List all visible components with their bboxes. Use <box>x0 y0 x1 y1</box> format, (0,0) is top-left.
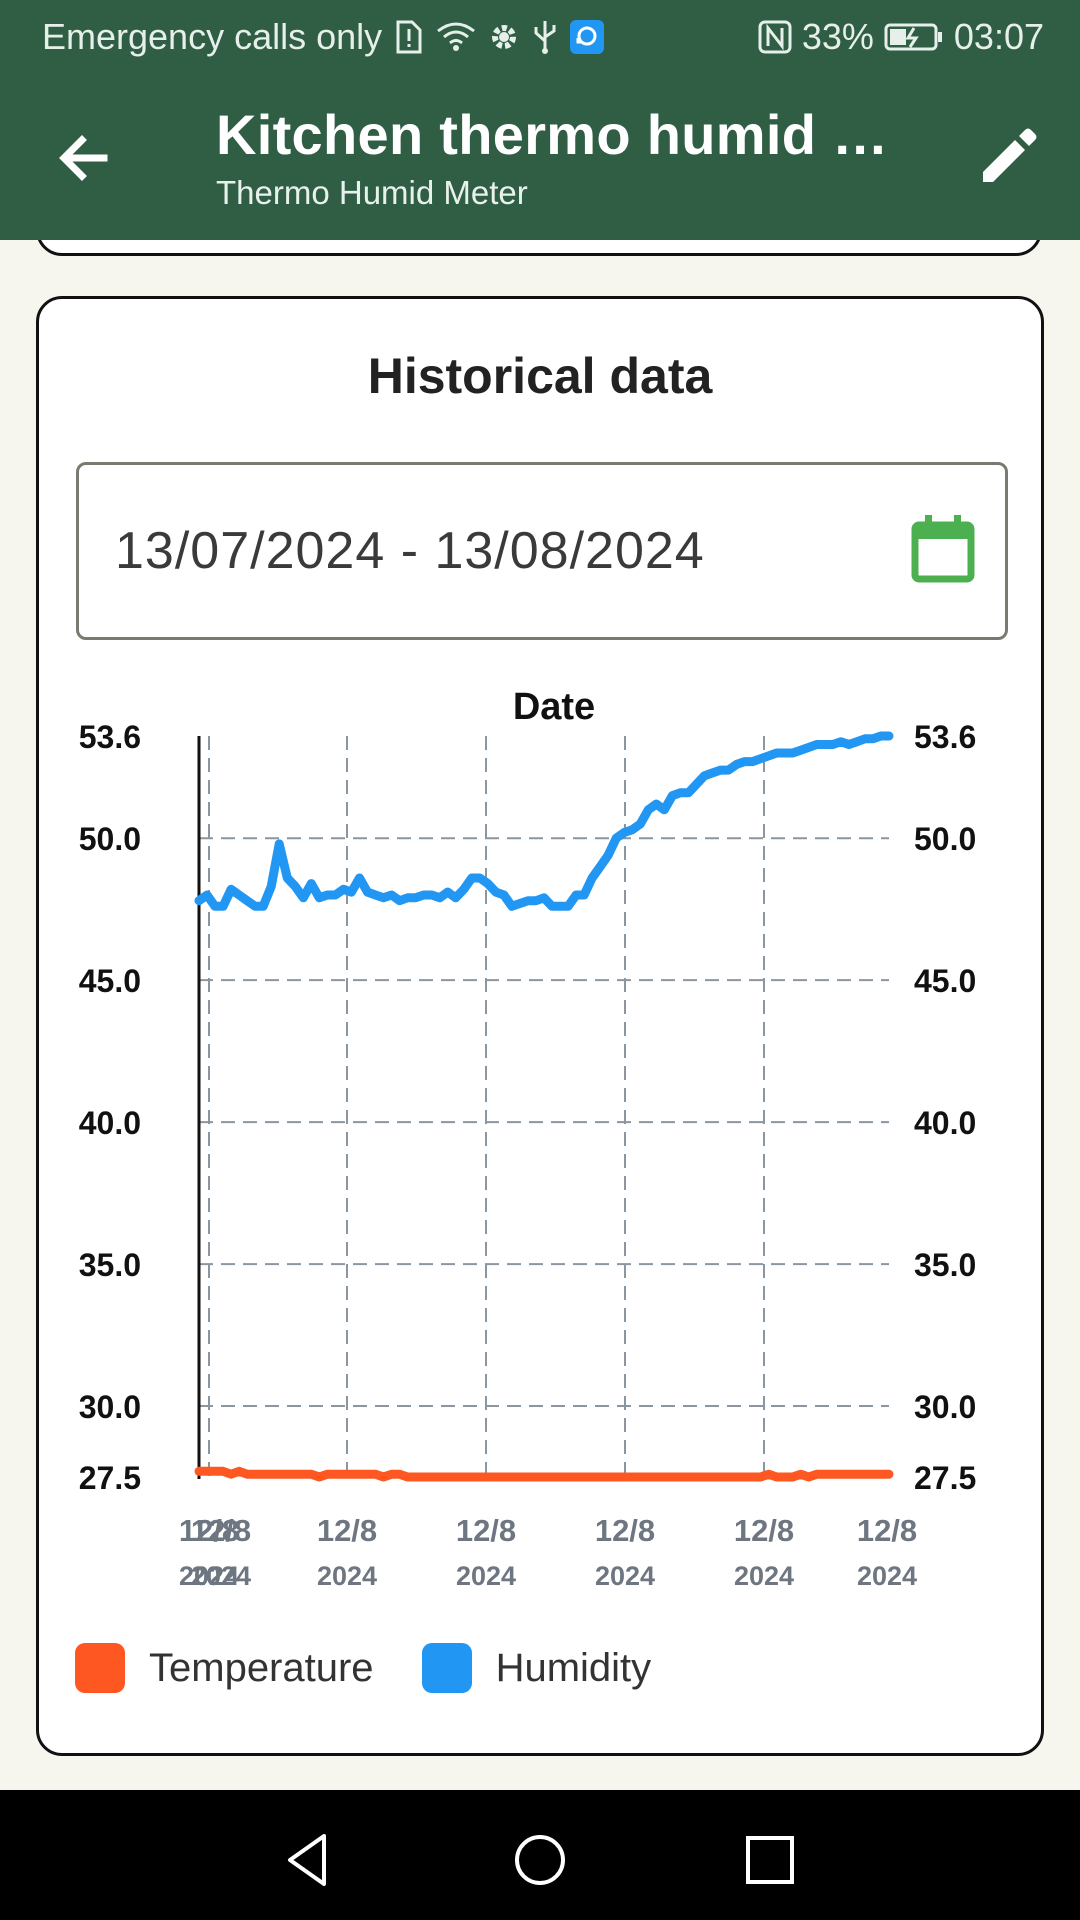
y-tick-label-left: 50.0 <box>79 821 141 857</box>
battery-percent: 33% <box>801 16 874 57</box>
date-range-picker[interactable]: 13/07/2024 - 13/08/2024 <box>76 462 1008 640</box>
x-tick-label-date: 12/8 <box>595 1513 655 1548</box>
legend-swatch-temperature <box>75 1643 125 1693</box>
x-tick-label-date: 12/8 <box>857 1513 917 1548</box>
y-tick-label-left: 45.0 <box>79 963 141 999</box>
clock: 03:07 <box>953 16 1044 57</box>
y-tick-label-right: 50.0 <box>914 821 976 857</box>
pencil-icon[interactable] <box>975 124 1041 190</box>
x-tick-label-year: 2024 <box>734 1561 794 1591</box>
y-tick-label-right: 27.5 <box>914 1460 976 1496</box>
nav-back-icon[interactable] <box>278 1828 342 1892</box>
usb-icon <box>532 19 558 55</box>
calendar-icon[interactable] <box>911 515 975 583</box>
series-line-humidity <box>194 731 894 911</box>
x-axis-title: Date <box>513 686 595 728</box>
history-chart: Date 53.6 53.6 50.0 50.0 45.0 45.0 40.0 40.0 35.0… <box>79 686 977 1591</box>
x-tick-label-year: 2024 <box>456 1561 516 1591</box>
chart-legend: Temperature Humidity <box>75 1643 699 1693</box>
y-tick-label-left: 27.5 <box>79 1460 141 1496</box>
legend-swatch-humidity <box>421 1643 472 1693</box>
system-nav-bar <box>0 1790 1080 1920</box>
arrow-back-icon[interactable] <box>52 126 116 190</box>
sim-alert-icon <box>394 20 424 54</box>
x-tick-label-date: 12/8 <box>191 1513 251 1548</box>
x-tick-label-date: 12/8 <box>179 1513 239 1548</box>
carrier-text: Emergency calls only <box>42 16 383 57</box>
x-tick-label-date: 12/8 <box>734 1513 794 1548</box>
nfc-icon <box>758 20 792 54</box>
wifi-icon <box>436 21 476 53</box>
legend-item-temperature[interactable]: Temperature <box>75 1643 374 1693</box>
x-tick-label-year: 2024 <box>317 1561 377 1591</box>
x-tick-label-year: 2024 <box>595 1561 655 1591</box>
app-bar: Kitchen thermo humid … Thermo Humid Mete… <box>0 76 1080 240</box>
series-line-temperature <box>194 1466 894 1482</box>
legend-label-humidity: Humidity <box>495 1645 652 1690</box>
x-tick-label-date: 12/8 <box>317 1513 377 1548</box>
y-tick-label-right: 35.0 <box>914 1247 976 1283</box>
x-tick-label-year: 2024 <box>857 1561 917 1591</box>
x-tick-label-year: 2024 <box>179 1561 239 1591</box>
y-tick-label-left: 40.0 <box>79 1105 141 1141</box>
y-tick-label-right: 45.0 <box>914 963 976 999</box>
date-range-value: 13/07/2024 - 13/08/2024 <box>115 522 705 580</box>
support-app-icon <box>570 20 605 54</box>
page-title: Kitchen thermo humid … <box>216 103 889 166</box>
nav-home-icon[interactable] <box>508 1828 572 1892</box>
gear-icon <box>488 21 520 53</box>
y-tick-label-left: 35.0 <box>79 1247 141 1283</box>
battery-charging-icon <box>884 22 944 52</box>
status-bar: Emergency calls only 33% 03:07 <box>0 0 1080 76</box>
x-tick-label-year: 2024 <box>191 1561 251 1591</box>
historical-data-card: Historical data 13/07/2024 - 13/08/2024 … <box>36 296 1044 1756</box>
y-tick-label-right: 40.0 <box>914 1105 976 1141</box>
y-tick-label-right: 30.0 <box>914 1389 976 1425</box>
nav-recents-icon[interactable] <box>738 1828 802 1892</box>
page-subtitle: Thermo Humid Meter <box>216 174 528 211</box>
y-tick-label-left: 30.0 <box>79 1389 141 1425</box>
x-tick-label-date: 12/8 <box>456 1513 516 1548</box>
card-title: Historical data <box>367 348 713 404</box>
legend-item-humidity[interactable]: Humidity <box>421 1643 652 1693</box>
legend-label-temperature: Temperature <box>149 1645 374 1690</box>
y-tick-label-right: 53.6 <box>914 719 976 755</box>
y-tick-label-left: 53.6 <box>79 719 141 755</box>
